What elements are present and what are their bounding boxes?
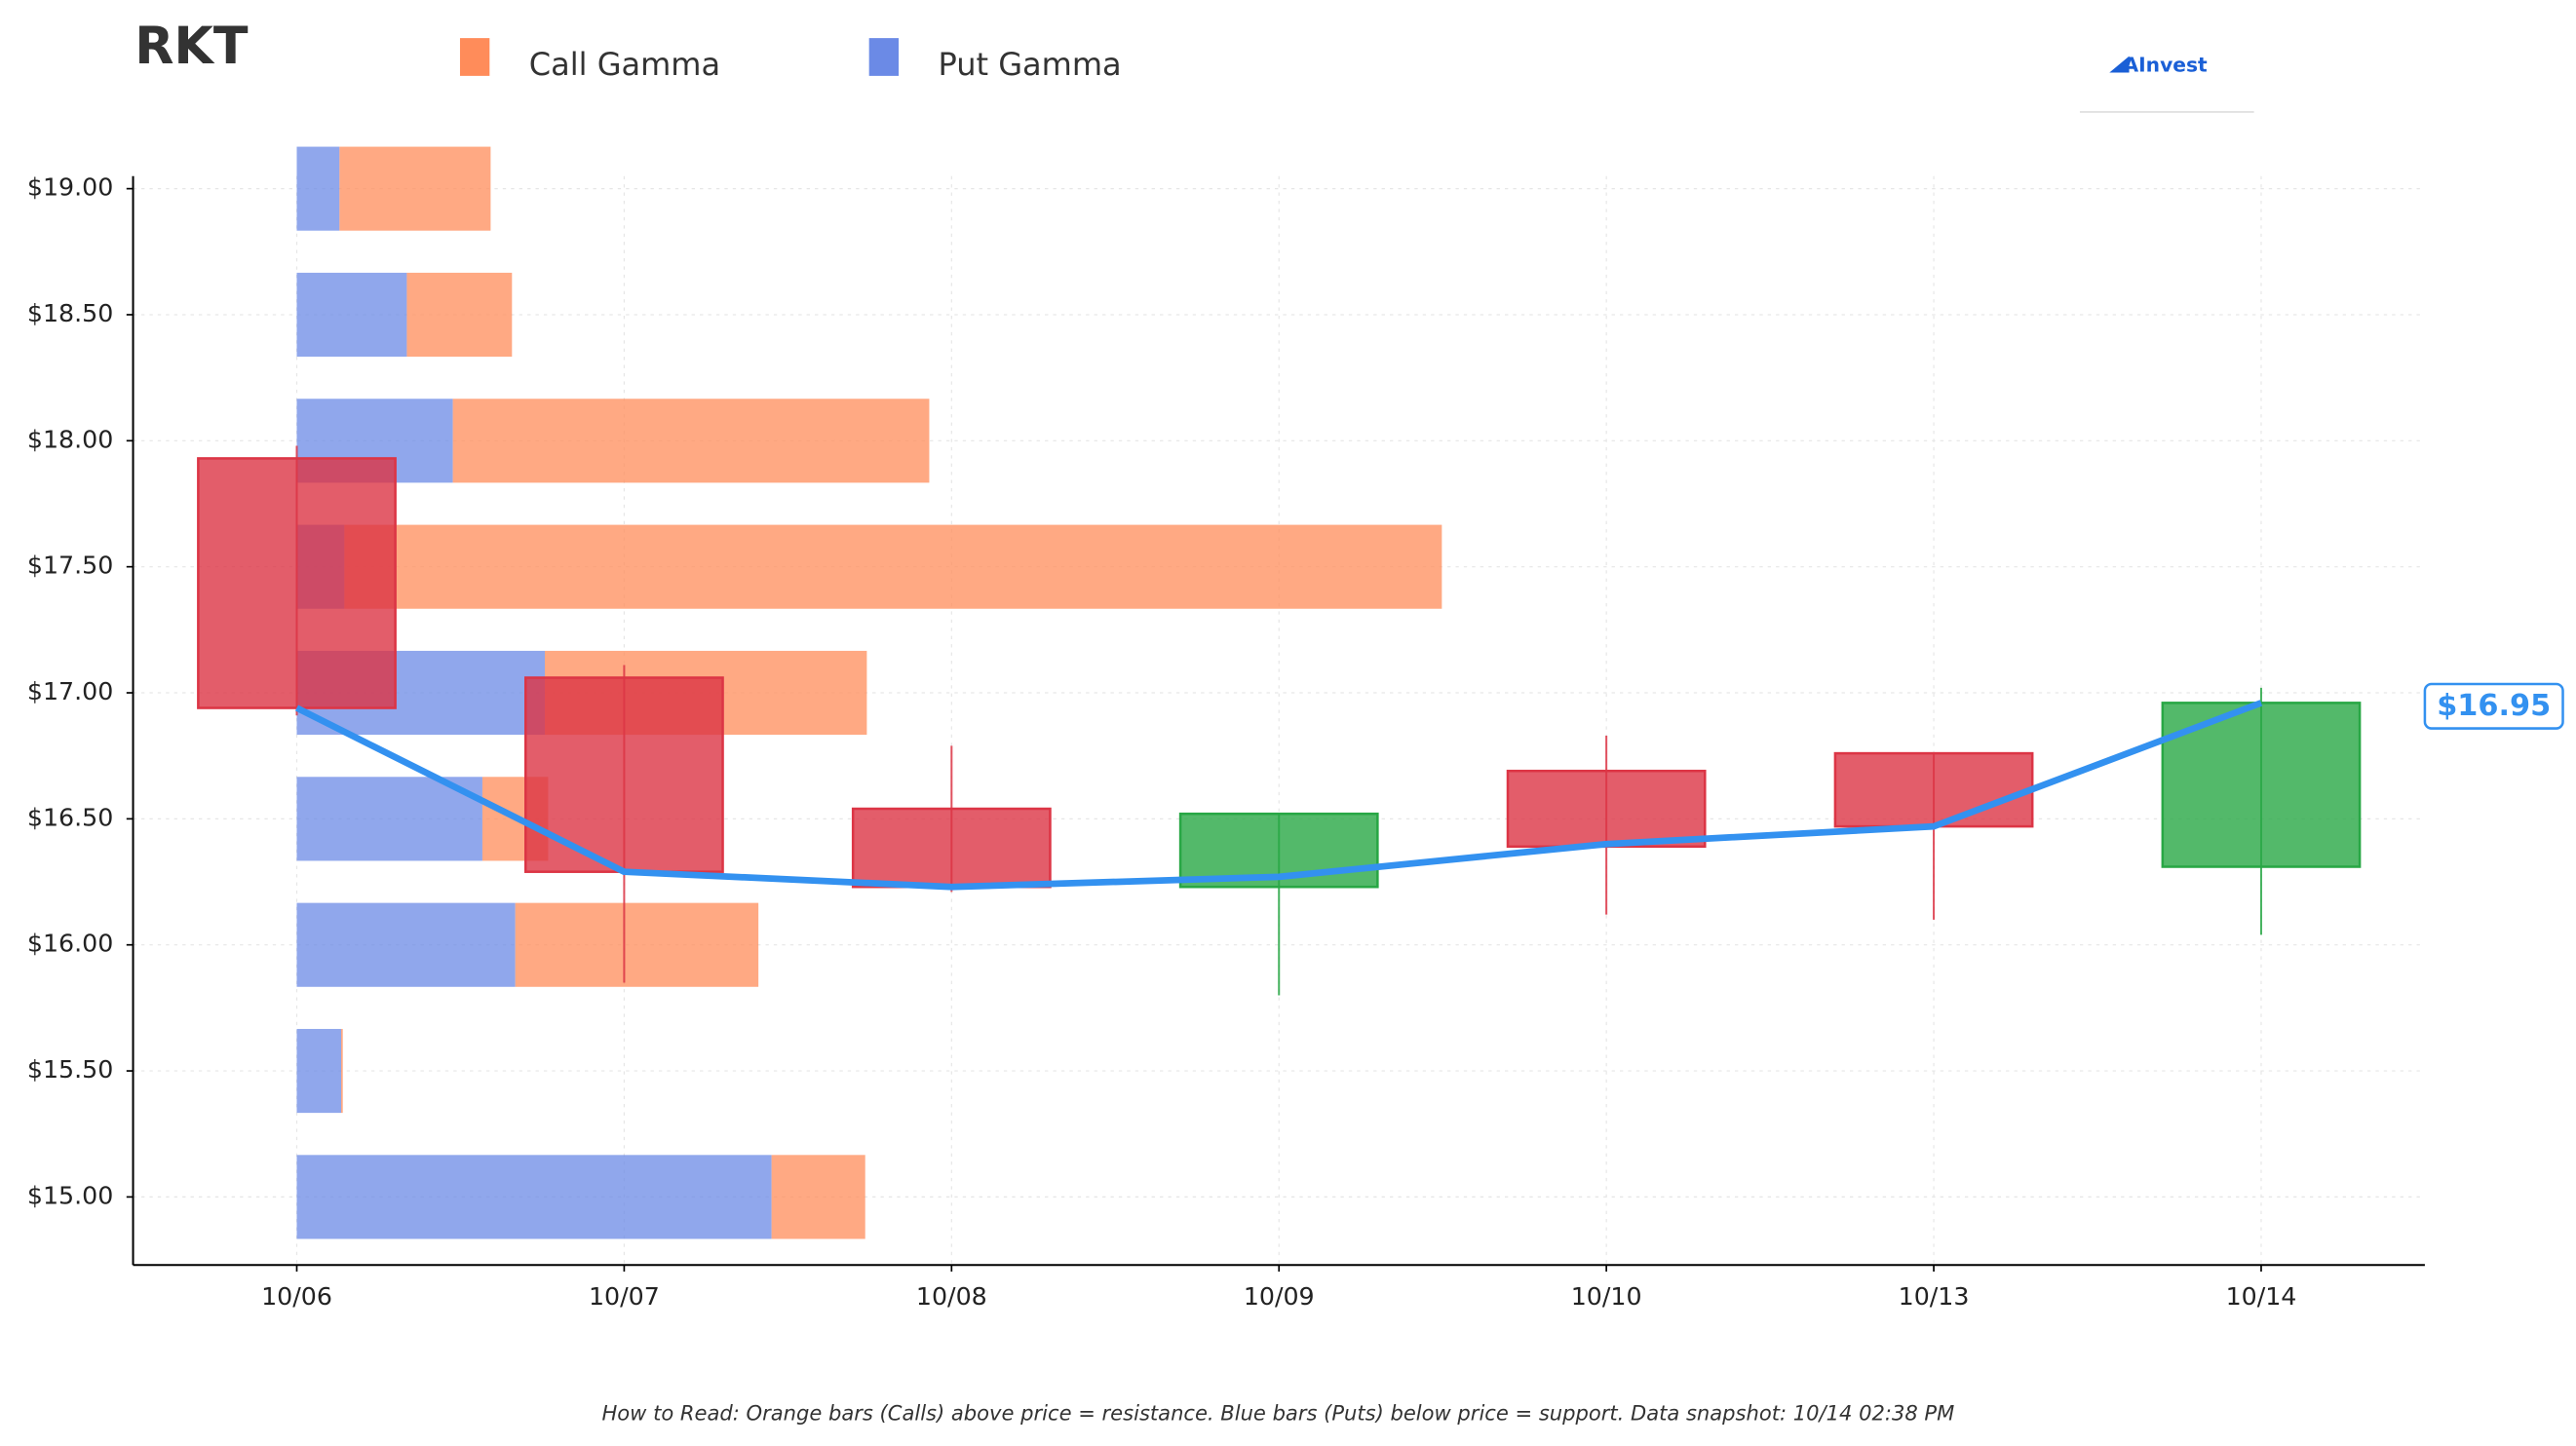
gamma-bar (515, 902, 759, 987)
logo: AInvest (2124, 53, 2208, 76)
y-tick-label: $15.00 (27, 1181, 113, 1209)
gamma-bar (452, 399, 930, 483)
y-tick-label: $18.50 (27, 299, 113, 327)
price-label: $16.95 (2437, 689, 2551, 723)
legend-swatch (459, 38, 490, 76)
candle-body (851, 807, 1052, 889)
y-tick-label: $19.00 (27, 173, 113, 202)
gamma-bar (296, 1155, 772, 1239)
gamma-bar (296, 146, 340, 231)
gamma-bar (296, 777, 482, 861)
candle-body (1833, 751, 2034, 828)
legend-swatch (868, 38, 900, 76)
gamma-bar (341, 1028, 343, 1114)
chart-title: RKT (135, 18, 249, 76)
gamma-bar (771, 1155, 865, 1239)
candle-body (524, 676, 724, 873)
x-tick-label: 10/13 (1899, 1282, 1970, 1311)
x-tick-label: 10/07 (589, 1282, 660, 1311)
y-tick-label: $16.50 (27, 803, 113, 831)
candle-body (197, 457, 397, 709)
footnote: How to Read: Orange bars (Calls) above p… (601, 1401, 1954, 1426)
y-tick-label: $17.00 (27, 677, 113, 705)
y-tick-label: $15.50 (27, 1055, 113, 1084)
legend-label: Call Gamma (529, 46, 720, 83)
x-tick-label: 10/14 (2226, 1282, 2297, 1311)
gamma-bar (406, 272, 513, 358)
gamma-bar (296, 272, 407, 358)
x-tick-label: 10/06 (261, 1282, 332, 1311)
gamma-bar (296, 902, 516, 987)
price-label-box (2423, 682, 2564, 730)
legend-label: Put Gamma (938, 46, 1121, 83)
gamma-bar (339, 146, 491, 231)
y-tick-label: $16.00 (27, 930, 113, 958)
candle-body (1506, 769, 1707, 849)
y-tick-label: $18.00 (27, 425, 113, 453)
x-tick-label: 10/10 (1571, 1282, 1642, 1311)
price-line (294, 700, 2263, 891)
x-tick-label: 10/08 (916, 1282, 987, 1311)
x-tick-label: 10/09 (1244, 1282, 1315, 1311)
logo-icon (2109, 56, 2130, 73)
gamma-bar (296, 1028, 342, 1114)
y-tick-label: $17.50 (27, 552, 113, 580)
gamma-bar (344, 524, 1442, 609)
